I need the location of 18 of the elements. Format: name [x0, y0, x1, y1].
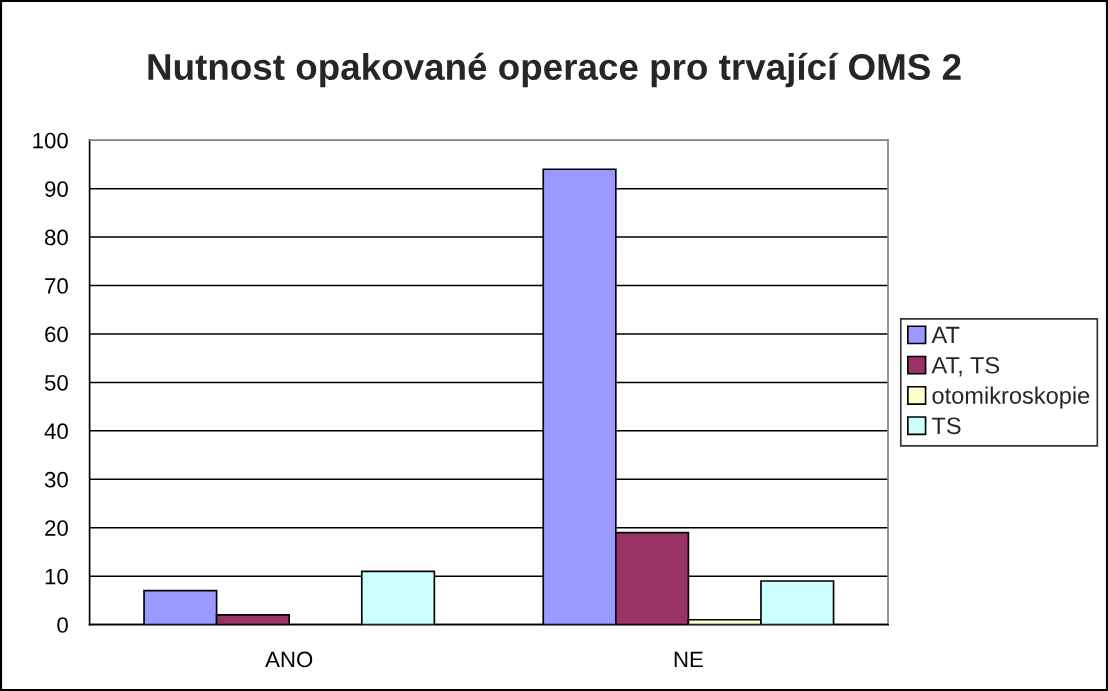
x-tick-label: ANO — [265, 651, 313, 668]
y-tick-label: 30 — [44, 471, 68, 488]
y-tick-label: 40 — [44, 423, 68, 440]
y-tick-label: 10 — [45, 568, 68, 585]
y-tick-label: 100 — [33, 132, 68, 149]
legend-label: AT, TS — [931, 356, 1000, 377]
y-tick-label: 80 — [45, 229, 68, 246]
chart-title: Nutnost opakované operace pro trvající OMS 2 — [148, 52, 961, 88]
x-tick-label: NE — [674, 651, 703, 668]
legend-label: otomikroskopie — [932, 386, 1090, 409]
y-tick-label: 70 — [45, 278, 68, 294]
legend-label: AT — [931, 326, 960, 344]
y-tick-label: 90 — [45, 181, 68, 197]
y-tick-label: 20 — [45, 520, 68, 536]
y-tick-label: 50 — [44, 374, 68, 391]
legend-label: TS — [932, 417, 961, 435]
y-tick-label: 60 — [45, 326, 68, 343]
y-tick-label: 0 — [57, 617, 68, 633]
